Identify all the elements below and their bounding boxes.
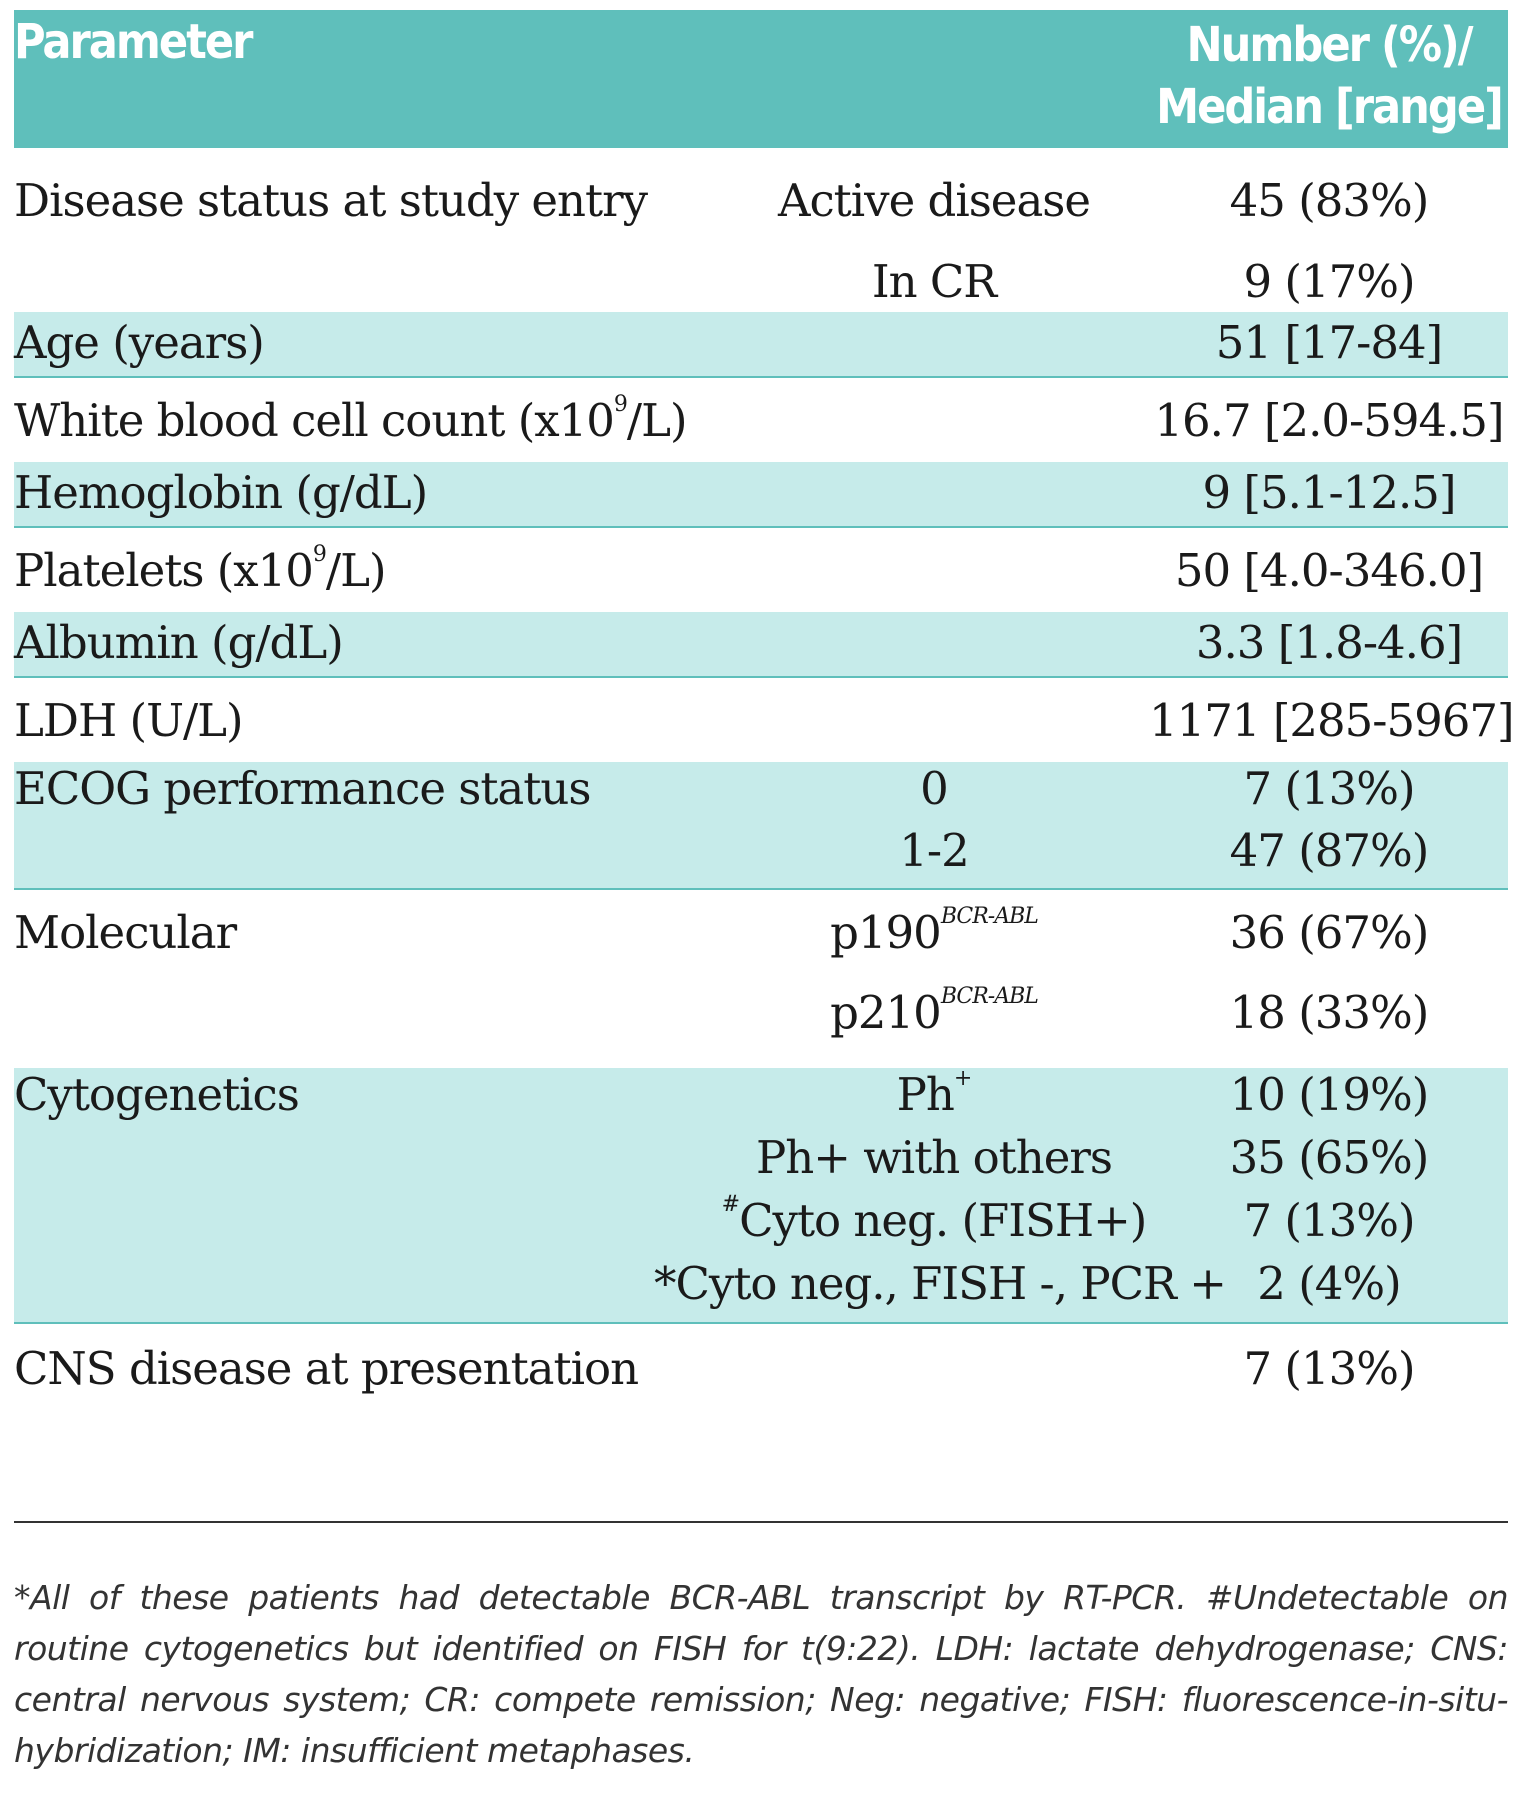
sub-ph: Ph+ <box>654 1066 1214 1121</box>
sub-cyto-neg-fish: #Cyto neg. (FISH+) <box>654 1192 1214 1247</box>
sub-cyto-neg-fish-text: Cyto neg. (FISH+) <box>739 1194 1147 1247</box>
param-cns: CNS disease at presentation <box>14 1342 639 1395</box>
param-ecog: ECOG performance status <box>14 762 591 815</box>
sub-cyto-neg-pcr: *Cyto neg., FISH -, PCR + <box>654 1257 1227 1310</box>
row-cns: CNS disease at presentation 7 (13%) <box>14 1324 1508 1420</box>
value-cyto-neg-pcr: 2 (4%) <box>1257 1257 1401 1310</box>
value-albumin: 3.3 [1.8-4.6] <box>1195 616 1463 669</box>
value-ph: 10 (19%) <box>1229 1068 1430 1121</box>
sub-p190: p190BCR-ABL <box>654 904 1214 959</box>
row-cytogenetics: Cytogenetics Ph+ 10 (19%) Ph+ with other… <box>14 1066 1508 1324</box>
param-platelets: Platelets (x109/L) <box>14 542 387 597</box>
header-value: Number (%)/ Median [range] <box>1149 14 1509 138</box>
value-ldh: 1171 [285-5967] <box>1149 694 1515 747</box>
param-platelets-pre: Platelets (x10 <box>14 544 314 597</box>
value-hemoglobin: 9 [5.1-12.5] <box>1202 466 1456 519</box>
param-age: Age (years) <box>14 316 265 369</box>
param-wbc: White blood cell count (x109/L) <box>14 392 688 447</box>
row-age: Age (years) 51 [17-84] <box>14 312 1508 378</box>
param-cytogenetics: Cytogenetics <box>14 1068 300 1121</box>
sub-ph-with-others: Ph+ with others <box>756 1131 1113 1184</box>
sub-ph-base: Ph <box>896 1068 955 1121</box>
sub-cyto-neg-fish-sup: # <box>721 1192 740 1217</box>
value-ph-with-others: 35 (65%) <box>1229 1131 1430 1184</box>
row-platelets: Platelets (x109/L) 50 [4.0-346.0] <box>14 528 1508 612</box>
header-value-line1: Number (%)/ <box>1186 17 1474 73</box>
sub-active-disease: Active disease <box>777 174 1091 227</box>
row-hemoglobin: Hemoglobin (g/dL) 9 [5.1-12.5] <box>14 462 1508 528</box>
param-molecular: Molecular <box>14 906 237 959</box>
param-platelets-post: /L) <box>325 544 387 597</box>
value-age: 51 [17-84] <box>1215 316 1443 369</box>
value-ecog-1-2: 47 (87%) <box>1229 824 1430 877</box>
param-platelets-sup: 9 <box>312 542 327 567</box>
value-ecog-0: 7 (13%) <box>1243 762 1415 815</box>
row-albumin: Albumin (g/dL) 3.3 [1.8-4.6] <box>14 612 1508 678</box>
table-bottom-rule <box>14 1521 1508 1523</box>
row-ldh: LDH (U/L) 1171 [285-5967] <box>14 678 1515 762</box>
param-ldh: LDH (U/L) <box>14 694 244 747</box>
row-disease-status: Disease status at study entry Active dis… <box>14 148 1508 312</box>
param-hemoglobin: Hemoglobin (g/dL) <box>14 466 428 519</box>
sub-p210: p210BCR-ABL <box>654 984 1214 1039</box>
header-parameter: Parameter <box>14 14 253 70</box>
row-wbc: White blood cell count (x109/L) 16.7 [2.… <box>14 378 1508 462</box>
param-albumin: Albumin (g/dL) <box>14 616 344 669</box>
patient-characteristics-table: Parameter Number (%)/ Median [range] Dis… <box>14 10 1515 1420</box>
param-wbc-sup: 9 <box>613 392 628 417</box>
header-value-line2: Median [range] <box>1156 79 1504 135</box>
value-wbc: 16.7 [2.0-594.5] <box>1154 394 1504 447</box>
value-p190: 36 (67%) <box>1229 906 1430 959</box>
sub-ph-sup: + <box>953 1066 972 1091</box>
table-header: Parameter Number (%)/ Median [range] <box>14 10 1508 148</box>
sub-ecog-1-2: 1-2 <box>899 824 969 877</box>
sub-ecog-0: 0 <box>920 762 949 815</box>
value-platelets: 50 [4.0-346.0] <box>1174 544 1484 597</box>
value-in-cr: 9 (17%) <box>1243 255 1415 308</box>
value-p210: 18 (33%) <box>1229 986 1430 1039</box>
sub-p190-sup: BCR-ABL <box>940 904 1039 929</box>
param-disease-status: Disease status at study entry <box>14 174 648 227</box>
value-cyto-neg-fish: 7 (13%) <box>1243 1194 1415 1247</box>
table-footnote: *All of these patients had detectable BC… <box>14 1578 1509 1770</box>
sub-in-cr: In CR <box>871 255 997 308</box>
param-wbc-post: /L) <box>626 394 688 447</box>
sub-p190-base: p190 <box>830 906 942 959</box>
param-wbc-pre: White blood cell count (x10 <box>14 394 615 447</box>
row-molecular: Molecular p190BCR-ABL 36 (67%) p210BCR-A… <box>14 890 1508 1068</box>
value-active-disease: 45 (83%) <box>1229 174 1430 227</box>
sub-p210-base: p210 <box>830 986 942 1039</box>
sub-p210-sup: BCR-ABL <box>940 984 1039 1009</box>
row-ecog: ECOG performance status 0 7 (13%) 1-2 47… <box>14 762 1508 890</box>
value-cns: 7 (13%) <box>1243 1342 1415 1395</box>
